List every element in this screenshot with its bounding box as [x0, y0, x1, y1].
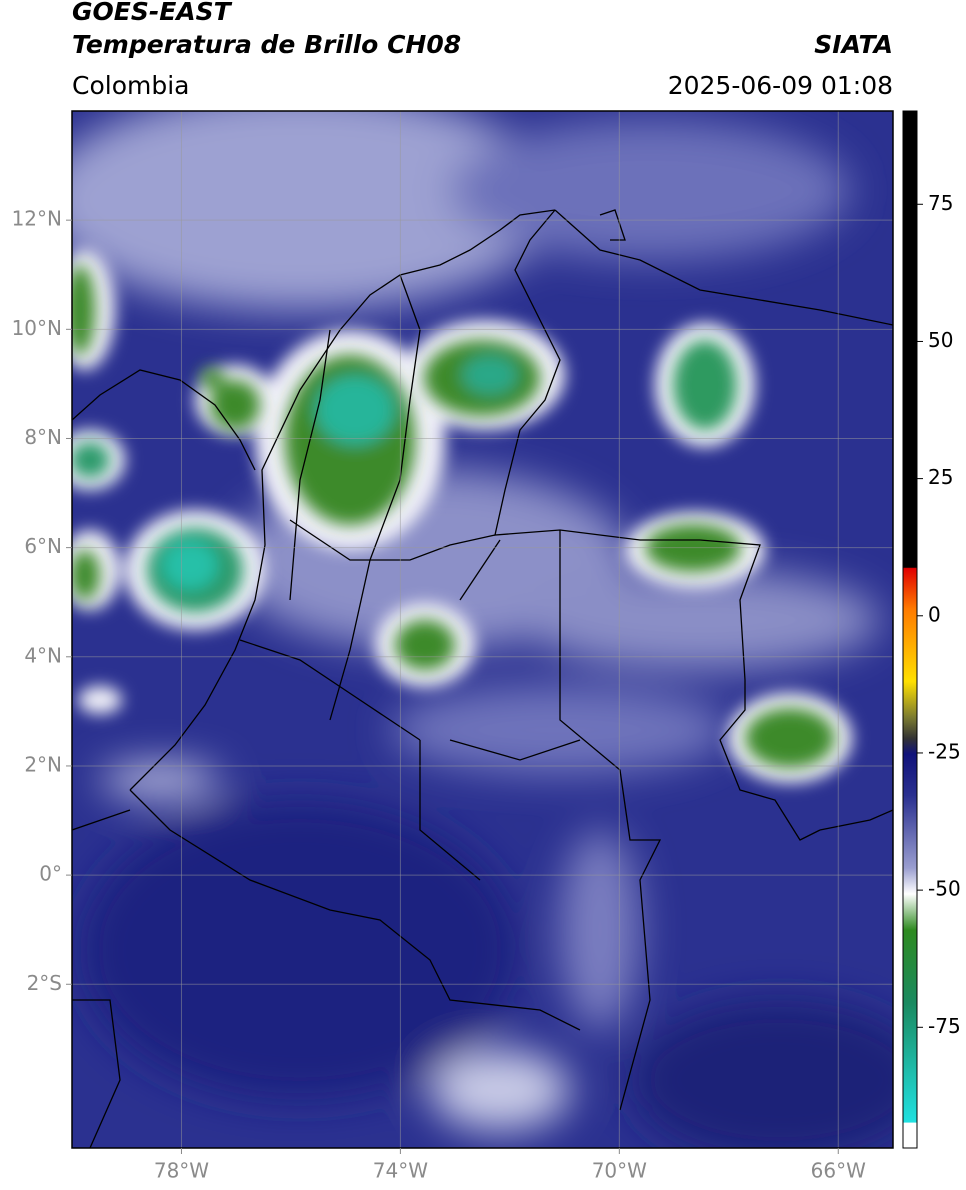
y-tick-label: 6°N — [24, 534, 62, 558]
colorbar-tick-label: 50 — [928, 328, 953, 352]
map-frame — [71, 110, 894, 1149]
x-tick-label: 74°W — [373, 1159, 428, 1183]
region: Colombia — [72, 71, 189, 100]
satellite-image — [72, 111, 893, 1148]
satellite-title: GOES-EAST — [72, 0, 233, 26]
colorbar-tick-label: -75 — [928, 1014, 961, 1038]
colorbar-tick-label: -25 — [928, 739, 961, 763]
x-tick-label: 66°W — [811, 1159, 866, 1183]
borders — [72, 209, 893, 1148]
colorbar-tick-label: 0 — [928, 602, 941, 626]
y-tick-label: 8°N — [24, 425, 62, 449]
y-tick-label: 0° — [39, 862, 62, 886]
x-tick-label: 78°W — [154, 1159, 209, 1183]
y-tick-label: 2°S — [27, 971, 62, 995]
datetime: 2025-06-09 01:08 — [668, 71, 893, 100]
colorbar-tick-label: 25 — [928, 465, 953, 489]
product-title: Temperatura de Brillo CH08 — [72, 30, 461, 59]
y-tick-label: 4°N — [24, 643, 62, 667]
colorbar-tick-label: -50 — [928, 877, 961, 901]
agency: SIATA — [814, 30, 893, 59]
x-tick-label: 70°W — [592, 1159, 647, 1183]
y-tick-label: 2°N — [24, 752, 62, 776]
graticule — [72, 111, 893, 1148]
y-tick-label: 10°N — [12, 316, 62, 340]
y-tick-label: 12°N — [12, 207, 62, 231]
colorbar-tick-label: 75 — [928, 191, 953, 215]
colorbar — [902, 110, 918, 1149]
